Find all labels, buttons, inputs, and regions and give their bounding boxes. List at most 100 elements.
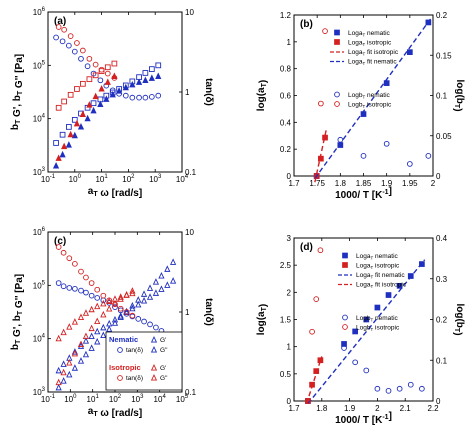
data-point — [111, 295, 119, 302]
data-point — [111, 299, 119, 307]
y2-tick-label: 0.15 — [436, 51, 452, 60]
data-point — [141, 318, 147, 325]
data-point — [122, 83, 129, 91]
data-point — [129, 80, 136, 88]
data-point — [158, 272, 165, 279]
data-point — [55, 244, 62, 250]
data-point — [65, 141, 72, 148]
data-point — [385, 387, 392, 394]
data-point — [71, 131, 78, 139]
data-point — [53, 34, 59, 41]
data-point — [55, 104, 62, 111]
legend-swatch — [117, 375, 123, 381]
y-axis-label: bT G', bT G'' [Pa] — [10, 274, 25, 350]
y2-axis-label: log(bT) — [452, 79, 465, 111]
data-point — [341, 345, 347, 351]
data-point — [136, 94, 142, 101]
legend-swatch — [342, 314, 348, 321]
legend: Nematic tan(δ) G' G'' Isotropic tan(δ) G' G'' — [105, 331, 183, 391]
y-tick-label: 0.8 — [280, 65, 292, 74]
data-point — [337, 136, 344, 143]
data-point — [106, 297, 113, 304]
y2-tick-label: 0.3 — [436, 275, 448, 284]
y2-axis-label: tan(δ) — [203, 298, 214, 326]
series-4 — [55, 72, 118, 161]
data-point — [396, 385, 403, 392]
data-point — [92, 72, 99, 79]
legend-entry: LogaT fit isotropic — [356, 282, 407, 290]
panel-c: 10-1 100 101 102 103 104 105 103 104 105 106 0.1 1 10… — [10, 227, 214, 419]
data-point — [59, 38, 66, 45]
data-point — [66, 359, 73, 366]
x-tick-label: 1.9 — [344, 404, 356, 413]
y2-tick-label: 0.1 — [436, 356, 448, 365]
data-point — [135, 316, 142, 322]
data-point — [117, 307, 124, 314]
data-point — [82, 337, 90, 344]
data-point — [123, 291, 130, 298]
data-point — [396, 282, 403, 289]
data-point — [142, 94, 149, 101]
legend-swatch — [334, 29, 340, 36]
series-3 — [55, 60, 118, 111]
y-axis-label: log(aT) — [256, 80, 269, 112]
data-point — [86, 101, 93, 108]
legend-swatch — [150, 364, 158, 371]
series-4 — [313, 136, 432, 179]
x-tick-label: 1.85 — [356, 179, 372, 188]
data-point — [60, 328, 67, 336]
data-point — [129, 302, 136, 309]
legend-box — [105, 331, 183, 391]
data-point — [59, 150, 66, 158]
y-tick-label: 3 — [287, 234, 292, 243]
legend-entry: G'' — [160, 375, 168, 382]
legend-swatch — [334, 91, 340, 98]
x-tick-label: 1.7 — [288, 179, 300, 188]
data-point — [100, 310, 107, 318]
data-point — [77, 122, 85, 130]
legend-swatch — [150, 346, 158, 353]
data-point — [66, 124, 72, 130]
legend-entry: LogaT nematic — [356, 253, 399, 261]
x-tick-label: 105 — [176, 394, 189, 404]
data-point — [149, 93, 155, 100]
data-point — [117, 305, 124, 312]
y-tick-label: 105 — [33, 60, 46, 70]
data-point — [66, 323, 73, 330]
data-point — [88, 344, 95, 351]
x-axis-label: aT ω [rad/s] — [88, 186, 142, 199]
data-point — [55, 24, 62, 30]
y-tick-label: 2 — [287, 288, 292, 297]
y-tick-label: 1 — [287, 343, 292, 352]
series-3 — [305, 356, 323, 404]
data-point — [83, 289, 89, 296]
fit-line — [305, 356, 323, 404]
data-point — [111, 60, 118, 67]
data-point — [313, 368, 320, 374]
data-point — [155, 92, 162, 99]
data-point — [55, 280, 62, 286]
legend-swatch — [150, 374, 158, 381]
y2-tick-label: 0.1 — [185, 168, 197, 177]
data-point — [90, 100, 97, 107]
x-tick-label: 1.8 — [335, 179, 347, 188]
y2-tick-label: 0.05 — [436, 132, 452, 141]
data-point — [73, 119, 81, 127]
data-point — [360, 153, 367, 159]
x-tick-label: 104 — [154, 394, 167, 404]
x-tick-label: 1.8 — [316, 404, 328, 413]
x-tick-label: 101 — [95, 174, 108, 184]
data-point — [153, 324, 159, 331]
data-point — [152, 289, 160, 296]
data-point — [140, 290, 148, 297]
data-point — [147, 321, 153, 328]
data-point — [77, 342, 85, 349]
data-point — [112, 304, 118, 310]
y2-tick-label: 0.2 — [436, 316, 448, 325]
x-axis-label: 1000/ T [K-1] — [335, 186, 392, 201]
data-point — [164, 281, 171, 288]
data-point — [66, 370, 73, 378]
data-point — [100, 323, 107, 331]
data-point — [149, 66, 155, 72]
